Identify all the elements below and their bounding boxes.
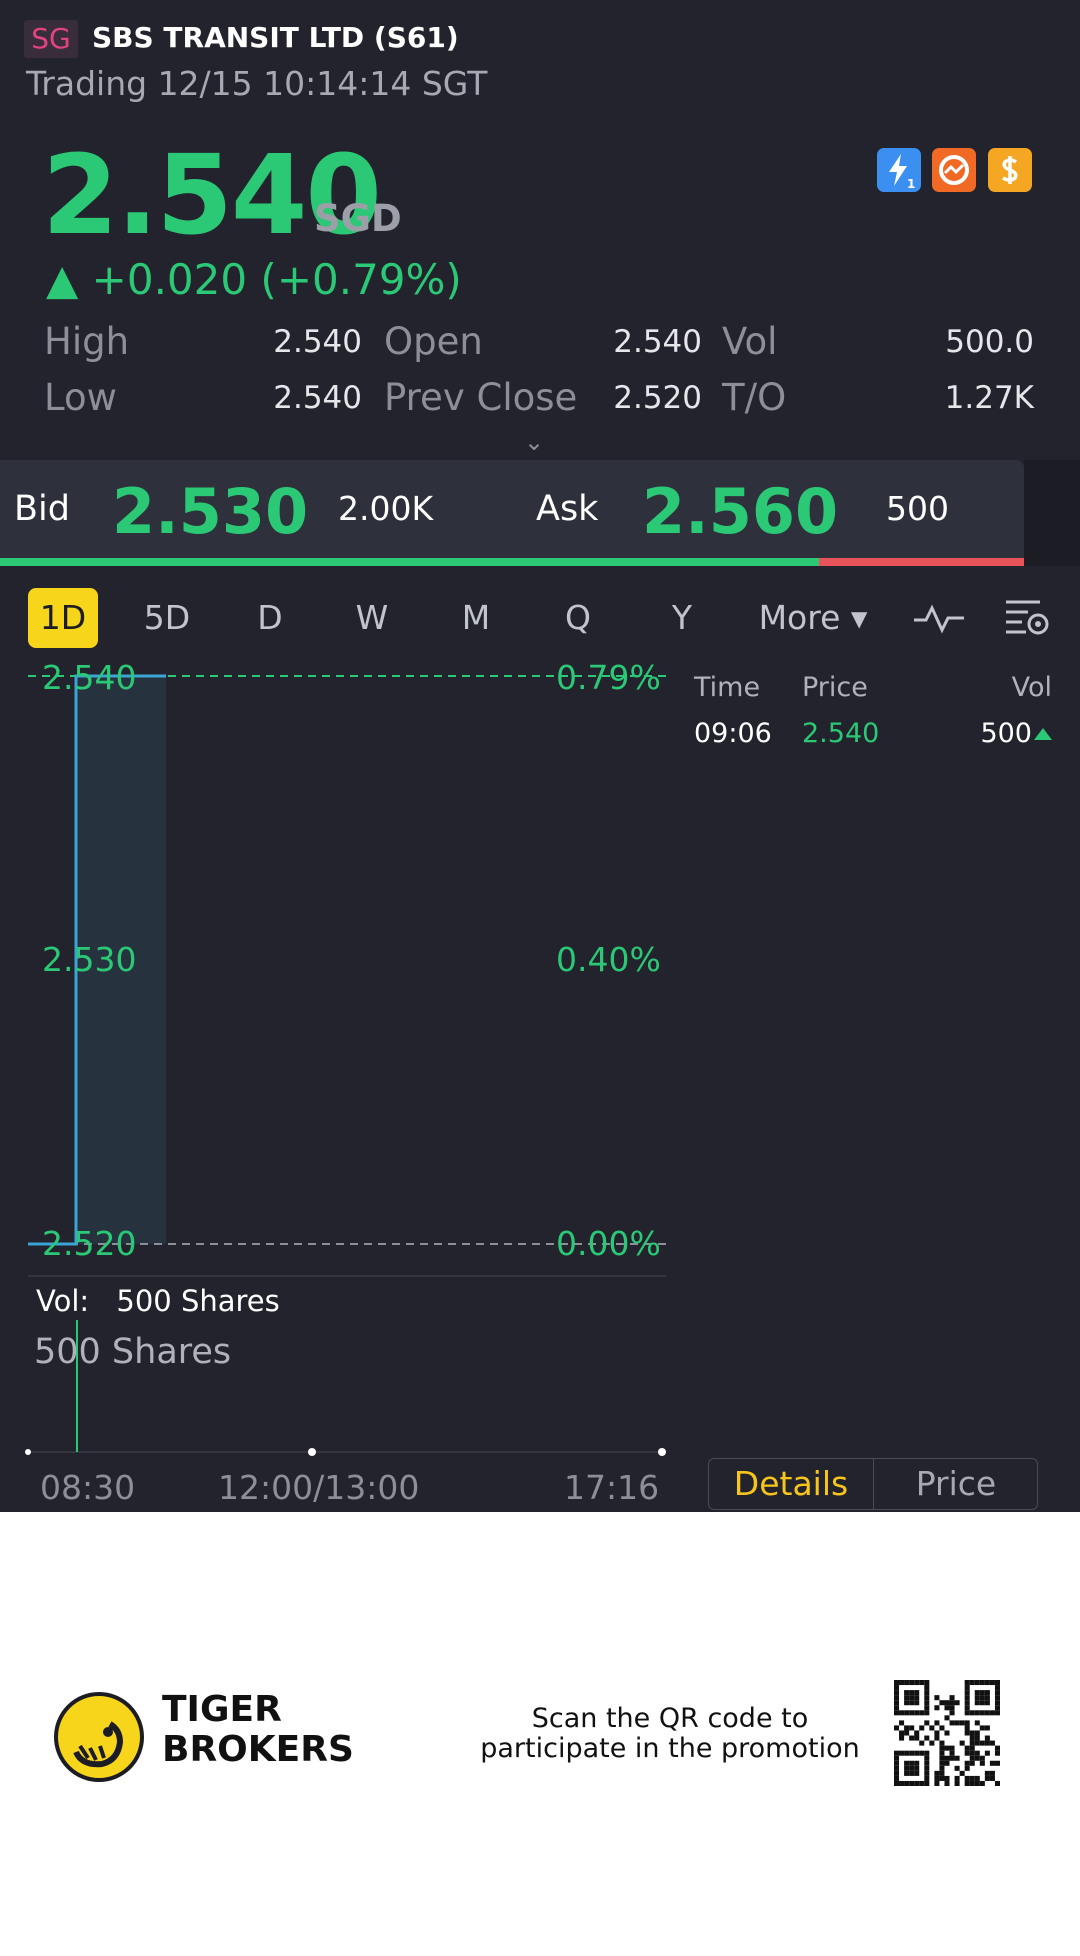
detail-price-switch: Details Price bbox=[708, 1458, 1038, 1510]
time-label-open: 08:30 bbox=[40, 1468, 136, 1507]
stat-value-low: 2.540 bbox=[273, 380, 362, 416]
brand-line-1: TIGER bbox=[162, 1689, 282, 1730]
promo-text: Scan the QR code to participate in the p… bbox=[480, 1703, 860, 1764]
last-price: 2.540 bbox=[42, 131, 382, 259]
stat-value-turnover: 1.27K bbox=[944, 380, 1034, 416]
trades-header-time: Time bbox=[694, 672, 761, 703]
time-tick-start bbox=[25, 1449, 31, 1455]
chart-settings-icon[interactable] bbox=[1000, 592, 1054, 644]
trade-up-arrow-icon bbox=[1034, 728, 1052, 740]
trades-header-price: Price bbox=[802, 672, 868, 703]
price-axis-mid: 2.530 bbox=[42, 940, 137, 979]
stat-label-open: Open bbox=[384, 320, 483, 363]
tab-q[interactable]: Q bbox=[565, 598, 591, 637]
trade-time: 09:06 bbox=[694, 718, 772, 749]
bid-ask-side-panel bbox=[1024, 460, 1080, 566]
quote-screen bbox=[0, 0, 1080, 1512]
stat-label-low: Low bbox=[44, 376, 117, 419]
trade-vol: 500 bbox=[980, 718, 1032, 749]
time-label-lunch: 12:00/13:00 bbox=[218, 1468, 420, 1507]
volume-value: 500 Shares bbox=[116, 1284, 280, 1318]
indicator-wave-icon[interactable] bbox=[912, 592, 966, 644]
tab-1d[interactable]: 1D bbox=[28, 588, 98, 648]
stat-value-high: 2.540 bbox=[273, 324, 362, 360]
no-short-icon[interactable] bbox=[932, 148, 976, 192]
tiger-logo-icon bbox=[54, 1692, 144, 1782]
ask-ratio-bar bbox=[819, 558, 1024, 566]
pct-axis-mid: 0.40% bbox=[556, 940, 661, 979]
details-tab[interactable]: Details bbox=[733, 1464, 849, 1503]
bid-size: 2.00K bbox=[338, 489, 434, 528]
expand-chevron-icon[interactable]: ⌄ bbox=[524, 428, 545, 456]
bid-label: Bid bbox=[14, 489, 70, 529]
volume-label: Vol: bbox=[36, 1284, 90, 1318]
market-badge: SG bbox=[24, 20, 78, 58]
tab-d[interactable]: D bbox=[257, 598, 283, 637]
lightning-level1-icon[interactable]: 1 bbox=[877, 148, 921, 192]
tab-y[interactable]: Y bbox=[671, 598, 693, 637]
price-axis-bottom: 2.520 bbox=[42, 1224, 137, 1263]
trade-price: 2.540 bbox=[802, 718, 880, 749]
ask-label: Ask bbox=[536, 489, 599, 529]
stat-label-turnover: T/O bbox=[722, 376, 787, 419]
volume-max-label: 500 Shares bbox=[34, 1332, 232, 1372]
stat-label-prev-close: Prev Close bbox=[384, 376, 578, 419]
segment-divider bbox=[873, 1459, 874, 1509]
intraday-chart[interactable] bbox=[0, 660, 680, 1460]
volume-readout: Vol: 500 Shares bbox=[36, 1283, 280, 1319]
tab-m[interactable]: M bbox=[461, 598, 491, 637]
brand-name: TIGER BROKERS bbox=[162, 1690, 354, 1770]
price-line bbox=[28, 674, 166, 1246]
time-tick-mid bbox=[308, 1448, 316, 1456]
ask-price: 2.560 bbox=[642, 475, 839, 548]
price-axis-top: 2.540 bbox=[42, 658, 137, 697]
trading-status: Trading 12/15 10:14:14 SGT bbox=[26, 64, 488, 103]
price-area-fill bbox=[76, 676, 166, 1244]
svg-text:1: 1 bbox=[907, 177, 915, 191]
price-change: ▲ +0.020 (+0.79%) bbox=[46, 255, 462, 304]
tab-w[interactable]: W bbox=[355, 598, 389, 637]
stat-value-vol: 500.0 bbox=[945, 324, 1034, 360]
pct-axis-bottom: 0.00% bbox=[556, 1224, 661, 1263]
pct-axis-top: 0.79% bbox=[556, 658, 661, 697]
time-label-close: 17:16 bbox=[564, 1468, 660, 1507]
price-tab[interactable]: Price bbox=[915, 1464, 997, 1503]
stat-value-prev-close: 2.520 bbox=[613, 380, 702, 416]
time-tick-end bbox=[658, 1448, 666, 1456]
stat-value-open: 2.540 bbox=[613, 324, 702, 360]
bid-price: 2.530 bbox=[112, 475, 309, 548]
trades-header-vol: Vol bbox=[1011, 672, 1052, 703]
stat-label-high: High bbox=[44, 320, 130, 363]
stat-label-vol: Vol bbox=[722, 320, 778, 363]
bid-ratio-bar bbox=[0, 558, 819, 566]
ask-size: 500 bbox=[886, 489, 949, 528]
brand-line-2: BROKERS bbox=[162, 1729, 354, 1770]
currency: SGD bbox=[314, 197, 402, 240]
bid-ask-bar[interactable] bbox=[0, 460, 1024, 558]
tab-more[interactable]: More ▾ bbox=[758, 598, 868, 637]
dollar-coin-icon[interactable] bbox=[988, 148, 1032, 192]
qr-code-icon[interactable] bbox=[894, 1680, 1000, 1786]
stock-title: SBS TRANSIT LTD (S61) bbox=[92, 21, 459, 54]
tab-5d[interactable]: 5D bbox=[143, 598, 191, 637]
